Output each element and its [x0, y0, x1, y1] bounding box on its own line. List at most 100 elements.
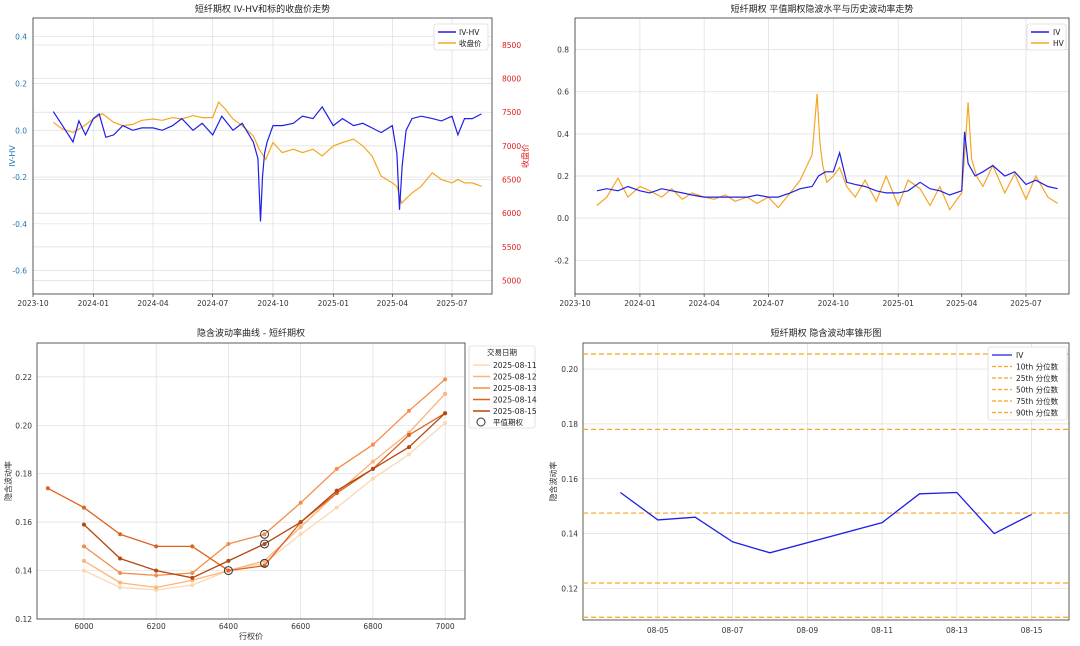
- x-tick-label: 2024-07: [753, 299, 785, 308]
- x-tick-label: 2025-01: [883, 299, 915, 308]
- atm-marker: [223, 566, 233, 576]
- x-tick-label: 2025-04: [946, 299, 978, 308]
- legend-label: 收盘价: [459, 38, 482, 48]
- x-tick-label: 2024-10: [257, 299, 289, 308]
- smile-point: [154, 573, 159, 578]
- iv-series-line: [620, 491, 1032, 554]
- x-tick-label: 2025-01: [318, 299, 350, 308]
- legend: 交易日期 2025-08-11 2025-08-12 2025-08-13 2025-0…: [468, 345, 537, 429]
- y-tick-label: 0.12: [561, 584, 578, 593]
- legend-label: IV: [1016, 351, 1024, 360]
- plot-frame: [36, 342, 466, 620]
- y-tick-label: 0.0: [557, 214, 569, 223]
- smile-point: [226, 558, 231, 563]
- smile-point: [298, 525, 303, 529]
- y2-tick-label: 8500: [502, 41, 521, 50]
- legend-label: IV: [1053, 28, 1061, 37]
- plot-frame: [582, 342, 1070, 621]
- x-tick-label: 08-07: [722, 626, 744, 635]
- smile-point: [298, 532, 303, 537]
- x-tick-label: 2024-01: [78, 299, 110, 308]
- x-tick-label: 08-11: [871, 626, 893, 635]
- chart-title: 短纤期权 IV-HV和标的收盘价走势: [195, 3, 330, 15]
- smile-point: [154, 568, 159, 573]
- x-tick-label: 2024-07: [197, 299, 229, 308]
- smile-point: [443, 420, 448, 425]
- smile-point: [443, 377, 448, 382]
- smile-point: [370, 459, 375, 464]
- y-tick-label: 0.12: [15, 615, 32, 624]
- smile-point: [407, 433, 412, 437]
- y-tick-label: 0.8: [557, 46, 569, 55]
- x-tick-label: 2023-10: [17, 299, 49, 308]
- smile-point: [370, 466, 375, 471]
- atm-marker: [260, 558, 270, 568]
- legend-label: IV-HV: [459, 28, 480, 37]
- x-tick-label: 6400: [219, 622, 238, 631]
- y-tick-label: 0.20: [561, 365, 578, 374]
- panel-iv-smile: 6000 6200 6400 6600 6800 7000 0.12 0.14 0.16 0.18…: [3, 327, 537, 641]
- legend-label: 75th 分位数: [1016, 396, 1059, 406]
- smile-point: [118, 571, 123, 575]
- smile-point: [226, 541, 231, 546]
- x-tick-label: 2025-07: [436, 299, 468, 308]
- y-tick-label: 0.2: [557, 172, 569, 181]
- y2-axis-label: 收盘价: [520, 144, 530, 168]
- legend-box: [468, 345, 536, 429]
- smile-point: [370, 476, 375, 481]
- chart-title: 短纤期权 平值期权隐波水平与历史波动率走势: [731, 3, 914, 15]
- smile-point: [81, 505, 86, 510]
- atm-marker: [260, 539, 270, 549]
- smile-point: [334, 488, 339, 493]
- x-tick-label: 08-09: [796, 626, 818, 635]
- y2-tick-label: 8000: [502, 75, 521, 84]
- smile-point: [298, 500, 303, 505]
- legend-label: 90th 分位数: [1016, 408, 1059, 418]
- smile-point: [443, 391, 448, 396]
- x-tick-label: 2024-10: [818, 299, 850, 308]
- smile-point: [118, 532, 123, 537]
- y-tick-label: 0.22: [15, 373, 32, 382]
- smile-point: [370, 442, 375, 447]
- y-tick-label: 0.16: [561, 475, 578, 484]
- smile-series-line: [83, 378, 446, 577]
- plot-frame: [32, 17, 493, 295]
- y-axis-label: 隐含波动率: [3, 461, 13, 501]
- y-tick-label: 0.6: [557, 88, 569, 97]
- smile-point: [118, 580, 123, 585]
- hv-series-line: [596, 93, 1059, 211]
- y-tick-label: 0.0: [15, 126, 27, 135]
- x-tick-label: 2025-07: [1010, 299, 1042, 308]
- iv-series-line: [596, 131, 1058, 198]
- legend-label: 2025-08-14: [493, 396, 537, 405]
- y-tick-label: 0.18: [15, 470, 32, 479]
- x-tick-label: 08-15: [1021, 626, 1043, 635]
- x-tick-label: 6600: [291, 622, 310, 631]
- smile-point: [262, 532, 267, 537]
- y-tick-label: 0.4: [15, 33, 27, 42]
- smile-point: [81, 568, 86, 573]
- y2-tick-label: 6500: [502, 176, 521, 185]
- x-tick-label: 2024-01: [624, 299, 656, 308]
- legend-label: 2025-08-15: [493, 407, 537, 416]
- y-tick-label: 0.20: [15, 421, 32, 430]
- smile-point: [190, 583, 195, 588]
- chart-title: 短纤期权 隐含波动率锥形图: [771, 327, 882, 339]
- smile-point: [118, 585, 123, 590]
- smile-point: [334, 466, 339, 471]
- x-tick-label: 6200: [147, 622, 166, 631]
- y-tick-label: -0.2: [554, 256, 569, 265]
- y-tick-label: 0.16: [15, 518, 32, 527]
- y2-tick-label: 5000: [502, 277, 521, 286]
- legend-label: 10th 分位数: [1016, 362, 1059, 372]
- y-axis-label: 隐含波动率: [548, 462, 558, 502]
- chart-title: 隐含波动率曲线 - 短纤期权: [197, 327, 305, 339]
- legend-label: 2025-08-12: [493, 373, 537, 382]
- smile-point: [407, 445, 412, 450]
- y2-tick-label: 7000: [502, 142, 521, 151]
- smile-point: [81, 544, 86, 549]
